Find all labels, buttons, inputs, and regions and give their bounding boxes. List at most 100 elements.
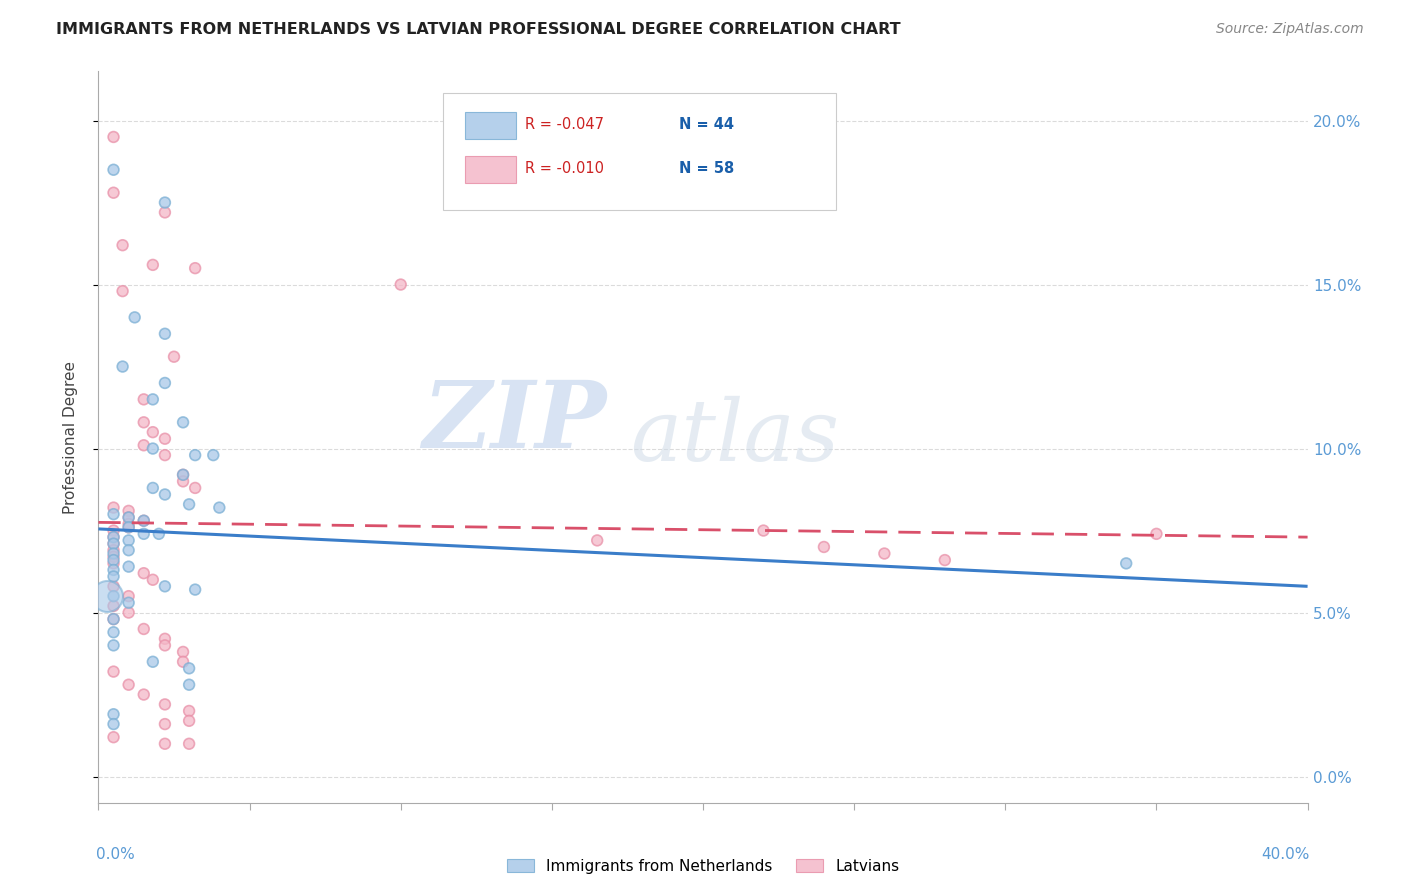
Point [132, 392, 155, 407]
Point [142, 258, 165, 272]
Y-axis label: Professional Degree: Professional Degree [63, 360, 77, 514]
Text: 0.0%: 0.0% [96, 847, 135, 862]
Point [179, 678, 201, 692]
Point [103, 665, 125, 679]
Point [103, 557, 125, 571]
Point [873, 547, 896, 561]
Point [153, 579, 176, 593]
Point [103, 530, 125, 544]
Point [132, 526, 155, 541]
Point [103, 612, 125, 626]
Text: 40.0%: 40.0% [1261, 847, 1310, 862]
Point [103, 547, 125, 561]
Point [103, 543, 125, 558]
Point [389, 277, 412, 292]
Point [153, 205, 176, 219]
Point [118, 533, 141, 548]
Point [111, 359, 134, 374]
Point [184, 261, 207, 276]
Legend: Immigrants from Netherlands, Latvians: Immigrants from Netherlands, Latvians [501, 853, 905, 880]
Point [172, 415, 194, 429]
Point [103, 638, 125, 652]
Point [179, 497, 201, 511]
Point [142, 481, 165, 495]
Point [752, 524, 775, 538]
Point [172, 467, 194, 482]
Point [118, 559, 141, 574]
Point [179, 714, 201, 728]
Point [103, 500, 125, 515]
Point [184, 481, 207, 495]
Point [172, 467, 194, 482]
Point [153, 698, 176, 712]
Point [132, 622, 155, 636]
Point [103, 612, 125, 626]
Point [103, 530, 125, 544]
Point [172, 645, 194, 659]
Point [103, 717, 125, 731]
Point [118, 606, 141, 620]
Point [172, 655, 194, 669]
Text: IMMIGRANTS FROM NETHERLANDS VS LATVIAN PROFESSIONAL DEGREE CORRELATION CHART: IMMIGRANTS FROM NETHERLANDS VS LATVIAN P… [56, 22, 901, 37]
Point [153, 432, 176, 446]
Point [103, 563, 125, 577]
Text: Source: ZipAtlas.com: Source: ZipAtlas.com [1216, 22, 1364, 37]
Point [103, 589, 125, 603]
Point [142, 655, 165, 669]
Point [103, 625, 125, 640]
Point [103, 730, 125, 744]
Point [142, 392, 165, 407]
Point [153, 448, 176, 462]
Point [142, 425, 165, 439]
FancyBboxPatch shape [465, 112, 516, 138]
Point [132, 566, 155, 581]
Point [118, 596, 141, 610]
Point [103, 553, 125, 567]
Text: R = -0.010: R = -0.010 [526, 161, 605, 176]
Point [142, 573, 165, 587]
Text: N = 44: N = 44 [679, 117, 734, 132]
Point [153, 195, 176, 210]
Point [813, 540, 835, 554]
Point [179, 704, 201, 718]
Point [118, 516, 141, 531]
Point [934, 553, 956, 567]
Point [103, 569, 125, 583]
Text: ZIP: ZIP [422, 377, 606, 467]
Point [1144, 526, 1167, 541]
Point [103, 537, 125, 551]
FancyBboxPatch shape [465, 156, 516, 183]
Point [118, 510, 141, 524]
Point [118, 510, 141, 524]
Point [132, 514, 155, 528]
Point [132, 688, 155, 702]
Point [124, 310, 146, 325]
Point [142, 442, 165, 456]
Point [202, 448, 225, 462]
FancyBboxPatch shape [443, 94, 837, 211]
Point [118, 504, 141, 518]
Point [586, 533, 609, 548]
Point [163, 350, 186, 364]
Point [132, 438, 155, 452]
Point [148, 526, 170, 541]
Point [132, 514, 155, 528]
Point [153, 326, 176, 341]
Point [208, 500, 231, 515]
Point [103, 579, 125, 593]
Point [172, 475, 194, 489]
Point [96, 589, 118, 603]
Point [103, 186, 125, 200]
Point [118, 543, 141, 558]
Point [111, 238, 134, 252]
Point [118, 520, 141, 534]
Point [153, 632, 176, 646]
Point [118, 520, 141, 534]
Point [184, 448, 207, 462]
Text: R = -0.047: R = -0.047 [526, 117, 605, 132]
Point [153, 638, 176, 652]
Point [103, 162, 125, 177]
Text: N = 58: N = 58 [679, 161, 734, 176]
Point [153, 737, 176, 751]
Point [132, 415, 155, 429]
